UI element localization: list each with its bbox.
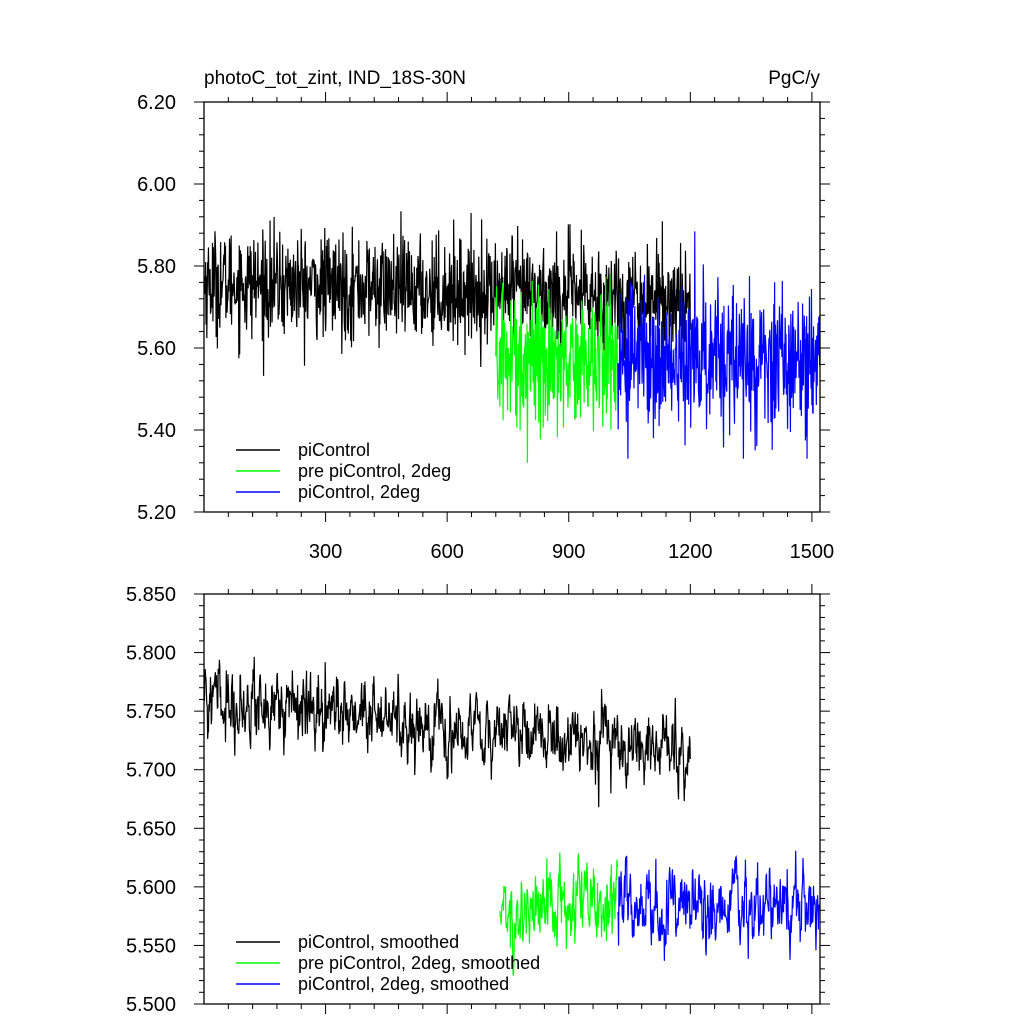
- y-tick-label: 6.00: [137, 174, 176, 196]
- bottom-series-group: [203, 656, 821, 976]
- series-line-3: [617, 850, 821, 961]
- y-tick-label: 5.20: [137, 502, 176, 524]
- bottom-panel: 5.500 5.550 5.600 5.650 5.700 5.750 5.800 5.850…: [126, 584, 830, 1016]
- top-axes: 300 600 900 1200 1500 5.20 5.40 5.60 5.80 6.00 6.2…: [137, 92, 834, 563]
- top-series-group: [203, 211, 821, 463]
- series-line-1: [203, 656, 691, 808]
- x-tick-label: 600: [430, 541, 463, 563]
- plot-frame: [203, 593, 821, 1005]
- series-line-2: [495, 274, 618, 463]
- y-tick-label: 5.750: [126, 701, 176, 723]
- legend-label: piControl, smoothed: [298, 932, 459, 952]
- legend-label: piControl, 2deg: [298, 482, 420, 502]
- bottom-axes: 5.500 5.550 5.600 5.650 5.700 5.750 5.800 5.850: [126, 584, 830, 1016]
- legend-label: pre piControl, 2deg, smoothed: [298, 953, 540, 973]
- chart-title: photoC_tot_zint, IND_18S-30N: [204, 68, 466, 89]
- y-tick-label: 5.850: [126, 584, 176, 606]
- x-tick-label: 1500: [790, 541, 835, 563]
- y-tick-label: 5.80: [137, 256, 176, 278]
- y-tick-label: 5.650: [126, 818, 176, 840]
- series-line-3: [617, 231, 821, 459]
- plot-frame: [203, 101, 821, 513]
- y-tick-label: 6.20: [137, 92, 176, 114]
- y-tick-label: 5.500: [126, 994, 176, 1016]
- legend-label: piControl, 2deg, smoothed: [298, 974, 509, 994]
- x-tick-label: 1200: [668, 541, 713, 563]
- legend-label: piControl: [298, 440, 370, 460]
- y-tick-label: 5.800: [126, 643, 176, 665]
- legend-label: pre piControl, 2deg: [298, 461, 451, 481]
- top-panel: photoC_tot_zint, IND_18S-30N PgC/y 300 60…: [137, 68, 834, 563]
- y-tick-label: 5.40: [137, 420, 176, 442]
- y-tick-label: 5.600: [126, 877, 176, 899]
- series-line-2: [499, 852, 618, 976]
- y-tick-label: 5.550: [126, 935, 176, 957]
- x-tick-label: 300: [309, 541, 342, 563]
- y-tick-label: 5.60: [137, 338, 176, 360]
- chart-units: PgC/y: [768, 68, 820, 89]
- y-tick-label: 5.700: [126, 760, 176, 782]
- x-tick-label: 900: [552, 541, 585, 563]
